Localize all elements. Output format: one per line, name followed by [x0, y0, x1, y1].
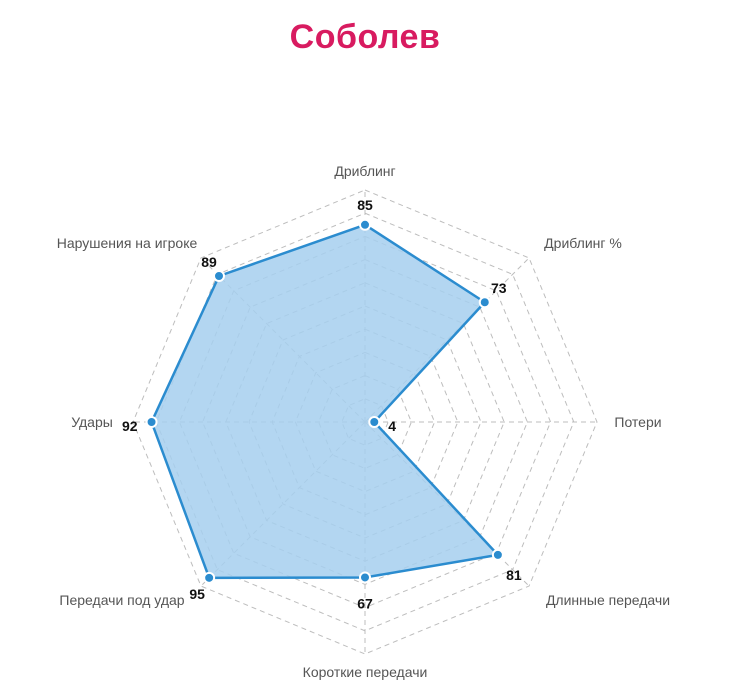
- axis-label: Дриблинг: [334, 163, 395, 179]
- data-point: [478, 296, 491, 309]
- data-label: 73: [491, 280, 507, 296]
- axis-label: Дриблинг %: [544, 235, 622, 251]
- series-area: [150, 223, 500, 580]
- data-point: [359, 218, 371, 231]
- grid-ring: [132, 189, 598, 655]
- axis-label: Длинные передачи: [546, 592, 670, 608]
- axis-label: Передачи под удар: [59, 592, 184, 608]
- data-point: [491, 548, 504, 561]
- axis-label: Короткие передачи: [303, 664, 428, 680]
- radar-series: [145, 218, 504, 584]
- axis-label: Потери: [614, 414, 661, 430]
- data-point: [212, 269, 225, 282]
- axis-label: Удары: [71, 414, 113, 430]
- data-point: [145, 416, 158, 428]
- data-label: 92: [122, 418, 138, 434]
- data-label: 67: [357, 595, 373, 611]
- data-label: 95: [189, 586, 205, 602]
- data-label: 89: [201, 254, 217, 270]
- data-label: 85: [357, 197, 373, 213]
- grid-ring: [271, 328, 459, 516]
- data-point: [368, 416, 381, 428]
- data-point: [203, 571, 216, 584]
- data-point: [359, 571, 371, 584]
- radar-labels: 85 73 4 81 67 95 92 89 Дриблинг Дриблинг % Потери Д…: [57, 163, 670, 680]
- data-label: 4: [388, 418, 396, 434]
- axis-label: Нарушения на игроке: [57, 235, 198, 251]
- chart-title: Соболев: [289, 18, 441, 56]
- data-label: 81: [506, 567, 522, 583]
